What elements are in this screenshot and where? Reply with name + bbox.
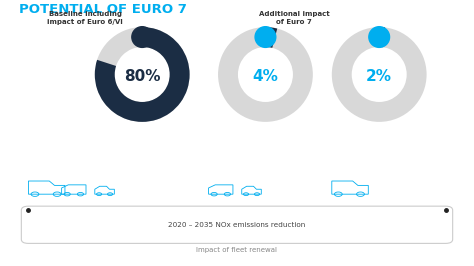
Text: Impact of fleet renewal: Impact of fleet renewal bbox=[197, 247, 277, 253]
Circle shape bbox=[132, 27, 153, 47]
Circle shape bbox=[369, 27, 390, 47]
Wedge shape bbox=[265, 27, 277, 48]
Text: POTENTIAL OF EURO 7: POTENTIAL OF EURO 7 bbox=[19, 3, 187, 16]
Text: 4%: 4% bbox=[253, 69, 278, 84]
Text: Additional impact
of Euro 7: Additional impact of Euro 7 bbox=[258, 11, 329, 25]
Circle shape bbox=[255, 27, 276, 47]
Wedge shape bbox=[95, 27, 190, 122]
Text: Baseline including
impact of Euro 6/VI: Baseline including impact of Euro 6/VI bbox=[47, 11, 123, 25]
Wedge shape bbox=[95, 27, 190, 122]
Wedge shape bbox=[332, 27, 427, 122]
Text: 2%: 2% bbox=[366, 69, 392, 84]
Text: 2020 – 2035 NOx emissions reduction: 2020 – 2035 NOx emissions reduction bbox=[168, 222, 306, 228]
Wedge shape bbox=[379, 27, 385, 47]
Text: 80%: 80% bbox=[124, 69, 161, 84]
Wedge shape bbox=[218, 27, 313, 122]
